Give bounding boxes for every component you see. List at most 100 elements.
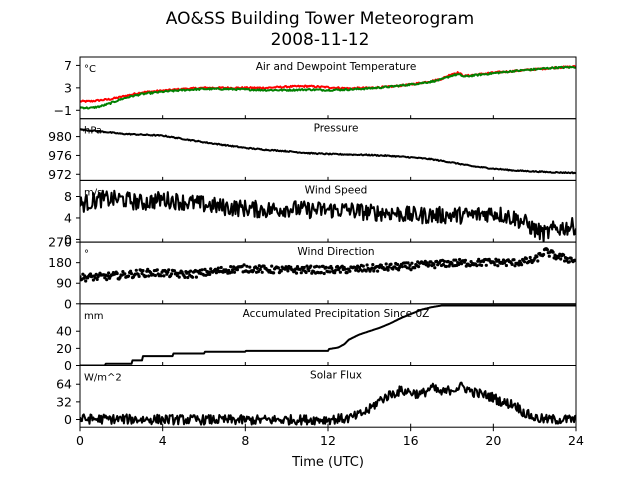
panels: 7 3 −1 Air and Dewpoint Temperature °C 980 976… <box>48 56 577 428</box>
wind-direction-point <box>200 268 204 272</box>
wind-direction-point <box>384 262 388 266</box>
figure-date: 2008-11-12 <box>271 30 370 50</box>
wind-direction-point <box>129 272 134 276</box>
y-tick-label: 3 <box>64 80 72 95</box>
panel-2-series-1 <box>80 128 576 175</box>
y-tick-label: 8 <box>64 189 72 204</box>
wind-direction-point <box>209 267 213 271</box>
wind-direction-point <box>276 266 280 270</box>
wind-direction-point <box>146 267 150 271</box>
wind-direction-point <box>377 265 382 269</box>
wind-direction-point <box>319 270 323 275</box>
panel-5-series-1 <box>80 304 576 366</box>
wind-direction-point <box>458 257 462 262</box>
panel-4: 270 180 90 0 Wind Direction ° <box>48 235 577 311</box>
wind-direction-point <box>107 271 111 275</box>
wind-direction-point <box>231 268 235 272</box>
wind-direction-point <box>410 261 414 265</box>
wind-direction-point <box>477 257 481 261</box>
wind-direction-point <box>232 270 237 274</box>
wind-direction-point <box>294 271 299 275</box>
y-tick-label: 0 <box>64 358 72 373</box>
wind-direction-point <box>270 264 274 268</box>
wind-direction-point <box>106 274 110 278</box>
y-tick-label: 976 <box>48 148 72 163</box>
wind-direction-point <box>396 262 400 267</box>
y-tick-label: 64 <box>56 377 72 392</box>
wind-direction-point <box>214 271 218 275</box>
wind-direction-point <box>535 255 539 259</box>
wind-direction-point <box>427 263 431 267</box>
wind-direction-point <box>364 269 368 273</box>
wind-direction-point <box>513 264 517 268</box>
wind-direction-point <box>322 271 326 276</box>
wind-direction-point <box>536 259 540 263</box>
wind-direction-point <box>442 259 446 263</box>
wind-direction-point <box>255 266 259 270</box>
wind-direction-point <box>121 270 125 274</box>
wind-direction-point <box>230 270 234 274</box>
wind-direction-point <box>305 264 309 268</box>
wind-direction-point <box>444 264 448 269</box>
panel-title: Air and Dewpoint Temperature <box>256 61 417 73</box>
wind-direction-point <box>279 269 283 273</box>
wind-direction-point <box>183 275 187 279</box>
wind-direction-point <box>242 263 246 267</box>
wind-direction-point <box>496 264 500 268</box>
panel-4-series-1 <box>80 247 576 283</box>
wind-direction-point <box>317 265 321 269</box>
panel-unit: mm <box>84 311 103 322</box>
wind-direction-point <box>309 264 313 268</box>
panel-1-series-2 <box>80 65 576 110</box>
panel-2: 980 976 972 Pressure hPa <box>48 118 577 182</box>
wind-direction-point <box>307 269 311 273</box>
series-line <box>80 189 576 243</box>
series-line <box>80 128 576 175</box>
wind-direction-point <box>348 269 352 273</box>
y-tick-label: 90 <box>56 276 72 291</box>
wind-direction-point <box>153 273 157 278</box>
wind-direction-point <box>379 263 383 267</box>
x-tick-label: 20 <box>485 433 501 448</box>
wind-direction-point <box>207 270 211 274</box>
wind-direction-point <box>248 265 252 269</box>
y-tick-label: 180 <box>48 255 72 270</box>
y-tick-label: 0 <box>64 412 72 427</box>
wind-direction-point <box>387 265 391 269</box>
wind-direction-point <box>191 275 195 279</box>
wind-direction-point <box>512 258 516 262</box>
panel-unit: hPa <box>84 126 102 137</box>
x-tick-label: 16 <box>403 433 419 448</box>
panel-title: Pressure <box>314 123 359 135</box>
panel-5: 40 20 0 Accumulated Precipitation Since 0Z m… <box>56 303 577 373</box>
series-line <box>80 65 576 110</box>
panel-unit: ° <box>84 249 89 260</box>
wind-direction-point <box>524 257 529 261</box>
wind-direction-point <box>545 248 550 252</box>
wind-direction-point <box>324 265 328 269</box>
panel-title: Accumulated Precipitation Since 0Z <box>243 308 430 320</box>
wind-direction-point <box>219 265 223 270</box>
panel-6-series-1 <box>80 381 576 426</box>
y-tick-label: 980 <box>48 129 72 144</box>
wind-direction-point <box>105 278 109 282</box>
wind-direction-point <box>408 263 412 267</box>
wind-direction-point <box>365 263 369 267</box>
wind-direction-point <box>417 265 421 269</box>
y-tick-label: 972 <box>48 167 72 182</box>
wind-direction-point <box>520 263 524 267</box>
wind-direction-point <box>433 266 437 270</box>
panel-1: 7 3 −1 Air and Dewpoint Temperature °C <box>54 56 577 120</box>
wind-direction-point <box>134 268 138 272</box>
wind-direction-point <box>397 268 401 272</box>
wind-direction-point <box>286 269 290 273</box>
y-tick-label: 270 <box>48 235 72 250</box>
wind-direction-point <box>91 278 95 282</box>
x-tick-label: 8 <box>241 433 249 448</box>
wind-direction-point <box>376 269 380 273</box>
wind-direction-point <box>547 254 551 258</box>
wind-direction-point <box>454 258 458 262</box>
wind-direction-point <box>245 264 249 268</box>
wind-direction-point <box>542 252 546 257</box>
